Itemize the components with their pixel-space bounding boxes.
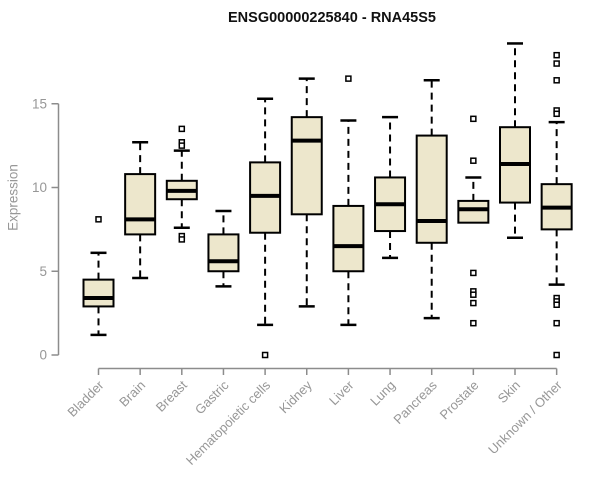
iqr-box (207, 233, 240, 273)
x-axis-label-prostate: Prostate (437, 378, 482, 423)
box-group-kidney (290, 77, 323, 308)
y-axis-tick-label: 15 (32, 96, 47, 111)
x-axis-label-gastric: Gastric (192, 377, 232, 417)
outlier-point (178, 125, 186, 133)
box-group-gastric (207, 209, 240, 288)
box-group-hematopoietic-cells (249, 97, 282, 359)
outlier-point (470, 269, 477, 277)
outlier-point (553, 60, 560, 67)
iqr-box (82, 278, 115, 308)
outlier-point (553, 77, 560, 84)
outlier-point (345, 75, 352, 82)
x-axis-label-skin: Skin (495, 378, 523, 406)
x-axis-label-liver: Liver (326, 377, 357, 408)
iqr-box (290, 116, 323, 216)
outlier-point (95, 216, 102, 223)
x-axis-label-unknown-other: Unknown / Other (485, 377, 565, 457)
y-axis: 0 5 10 15 (32, 96, 60, 363)
box-group-brain (124, 141, 157, 280)
box-group-lung (374, 115, 407, 260)
outlier-point (470, 291, 477, 298)
iqr-box (415, 134, 448, 244)
outlier-point (470, 157, 477, 164)
outlier-point (178, 142, 186, 149)
iqr-box (124, 173, 157, 236)
iqr-box (332, 204, 365, 273)
box-group-unknown-other (540, 51, 573, 359)
outlier-point (470, 319, 477, 327)
box-group-pancreas (415, 79, 448, 320)
x-axis-label-kidney: Kidney (276, 377, 315, 416)
y-axis-tick-label: 10 (32, 180, 47, 195)
x-axis-label-lung: Lung (367, 378, 398, 409)
box-group-breast (165, 125, 198, 243)
iqr-box (457, 199, 490, 224)
outlier-point (470, 299, 477, 307)
outlier-point (553, 351, 560, 359)
box-group-prostate (457, 115, 490, 327)
outlier-point (553, 301, 560, 308)
outlier-point (261, 351, 269, 359)
chart-title: ENSG00000225840 - RNA45S5 (228, 10, 436, 26)
outlier-point (553, 51, 560, 59)
x-axis-label-breast: Breast (153, 377, 190, 414)
y-axis-tick-label: 5 (39, 264, 47, 279)
x-axis-label-brain: Brain (116, 378, 148, 410)
outlier-point (470, 115, 477, 123)
box-group-liver (332, 75, 365, 327)
x-axis-label-bladder: Bladder (64, 377, 107, 420)
x-axis-label-pancreas: Pancreas (390, 377, 440, 427)
box-group-bladder (82, 216, 115, 337)
box-group-skin (499, 42, 531, 239)
outlier-point (553, 110, 560, 118)
outlier-point (178, 236, 186, 243)
outlier-point (553, 319, 560, 327)
y-axis-tick-label: 0 (39, 348, 47, 363)
